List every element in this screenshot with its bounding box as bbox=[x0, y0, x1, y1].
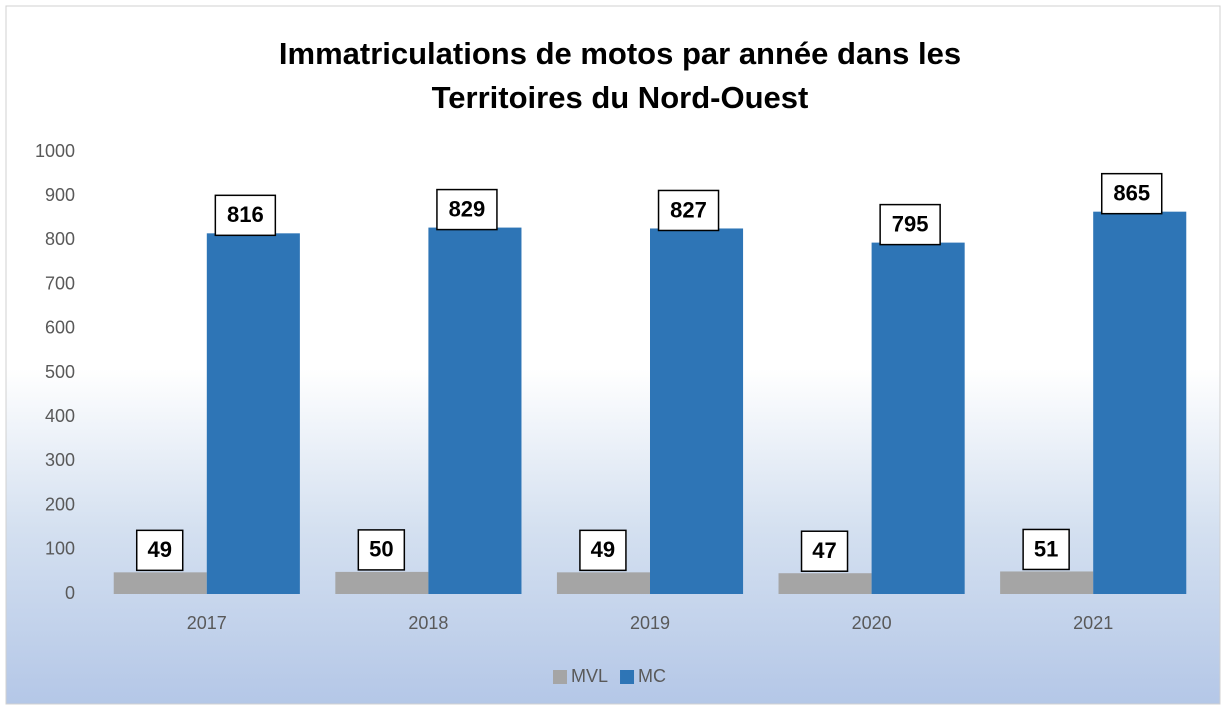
x-tick-label: 2019 bbox=[630, 613, 670, 633]
y-tick-label: 200 bbox=[45, 494, 75, 514]
y-tick-label: 900 bbox=[45, 185, 75, 205]
data-label-box bbox=[135, 529, 184, 572]
y-tick-label: 0 bbox=[65, 583, 75, 603]
x-tick-label: 2020 bbox=[852, 613, 892, 633]
legend-swatch bbox=[553, 670, 567, 684]
bar bbox=[335, 571, 429, 594]
bar bbox=[650, 228, 744, 594]
bar bbox=[428, 227, 522, 594]
data-label: 829 bbox=[449, 196, 486, 221]
data-label: 795 bbox=[892, 211, 929, 236]
x-tick-label: 2021 bbox=[1073, 613, 1113, 633]
data-label: 49 bbox=[591, 537, 615, 562]
y-tick-label: 400 bbox=[45, 406, 75, 426]
bar bbox=[1000, 571, 1094, 594]
y-tick-label: 1000 bbox=[35, 141, 75, 161]
chart-title: Immatriculations de motos par année dans… bbox=[279, 36, 961, 71]
data-label-box bbox=[879, 203, 941, 246]
data-label-box bbox=[357, 529, 406, 571]
bar bbox=[206, 233, 300, 594]
data-label: 865 bbox=[1113, 180, 1150, 205]
y-tick-label: 100 bbox=[45, 539, 75, 559]
data-label: 827 bbox=[670, 197, 707, 222]
y-tick-label: 500 bbox=[45, 362, 75, 382]
data-label: 51 bbox=[1034, 536, 1058, 561]
data-label-box bbox=[1100, 172, 1163, 215]
x-tick-label: 2017 bbox=[187, 613, 227, 633]
bar bbox=[113, 572, 207, 594]
bar bbox=[556, 572, 650, 594]
y-tick-label: 700 bbox=[45, 273, 75, 293]
legend-label: MVL bbox=[571, 666, 608, 686]
data-label: 816 bbox=[227, 202, 264, 227]
data-label: 49 bbox=[147, 537, 171, 562]
x-tick-label: 2018 bbox=[408, 613, 448, 633]
chart-title: Territoires du Nord-Ouest bbox=[432, 80, 809, 115]
data-label-box bbox=[579, 529, 627, 572]
data-label-box bbox=[436, 188, 498, 231]
legend-swatch bbox=[620, 670, 635, 684]
data-label-box bbox=[214, 194, 277, 237]
data-label-box bbox=[657, 189, 720, 232]
y-tick-label: 300 bbox=[45, 450, 75, 470]
data-label-box bbox=[1022, 528, 1070, 571]
legend-label: MC bbox=[638, 666, 666, 686]
bar bbox=[778, 573, 872, 594]
y-tick-label: 600 bbox=[45, 318, 75, 338]
y-tick-label: 800 bbox=[45, 229, 75, 249]
data-label: 50 bbox=[369, 537, 393, 562]
data-label: 47 bbox=[812, 538, 836, 563]
bar bbox=[1093, 211, 1187, 595]
data-label-box bbox=[800, 530, 849, 572]
bar bbox=[871, 242, 965, 595]
